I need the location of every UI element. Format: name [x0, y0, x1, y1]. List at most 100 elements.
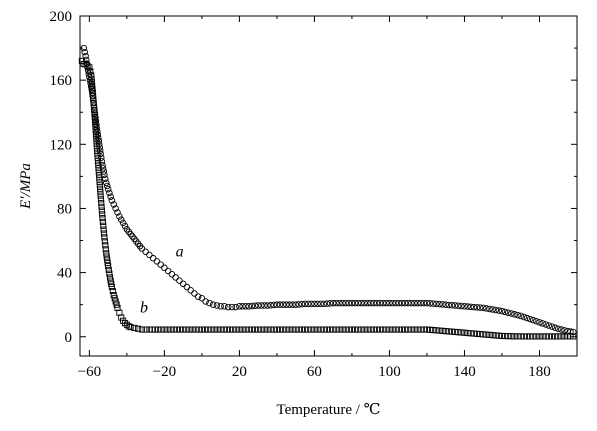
data-point-b [96, 178, 103, 185]
data-point-b [109, 287, 116, 295]
data-point-b [113, 301, 120, 308]
data-point-b [92, 127, 99, 134]
y-axis-ticks: 0 40 80 120 160 200 [50, 9, 577, 346]
annotation-a: a [176, 244, 184, 261]
data-point-a [232, 303, 239, 311]
data-point-a [311, 300, 318, 308]
series-a [80, 44, 577, 336]
data-point-b [158, 326, 165, 333]
data-point-a [283, 301, 290, 308]
data-point-b [267, 326, 274, 333]
data-point-b [99, 218, 106, 225]
data-point-a [504, 309, 512, 316]
data-point-a [333, 299, 340, 307]
data-point-b [373, 326, 380, 333]
data-point-b [94, 154, 101, 161]
data-point-b [89, 82, 96, 89]
data-point-a [106, 189, 113, 197]
data-point-b [173, 326, 180, 333]
data-point-b [110, 292, 117, 299]
data-point-a [442, 301, 449, 308]
data-point-b [93, 137, 100, 144]
data-point-a [298, 300, 306, 308]
data-point-a [383, 299, 390, 307]
data-point-a [157, 261, 164, 268]
data-point-b [103, 253, 110, 260]
data-point-a [81, 48, 88, 56]
data-point-b [112, 298, 119, 305]
data-point-b [138, 326, 145, 333]
data-point-b [226, 326, 234, 333]
data-point-b [95, 161, 102, 168]
data-point-b [90, 103, 97, 110]
data-point-b [461, 329, 468, 336]
data-point-b [90, 96, 97, 103]
data-point-b [336, 326, 343, 333]
data-point-b [364, 326, 371, 333]
data-point-a [545, 322, 553, 329]
data-point-b [261, 326, 268, 333]
data-point-b [402, 326, 409, 333]
data-point-a [329, 299, 337, 307]
data-point-a [279, 301, 287, 308]
data-point-b [323, 326, 330, 333]
data-point-a [317, 300, 324, 308]
data-point-b [223, 326, 230, 333]
data-point-a [103, 182, 111, 190]
data-point-b [255, 326, 262, 333]
data-point-b [105, 266, 112, 273]
data-point-a [183, 283, 191, 291]
data-point-b [214, 326, 221, 333]
data-point-b [473, 330, 481, 337]
data-point-a [479, 304, 487, 312]
data-point-a [539, 320, 546, 327]
data-point-b [189, 326, 196, 333]
data-point-b [264, 326, 271, 333]
data-point-b [91, 110, 98, 117]
data-point-b [96, 175, 103, 182]
data-point-a [264, 302, 271, 309]
data-point-b [377, 326, 384, 333]
data-point-b [339, 326, 346, 333]
data-point-b [167, 326, 174, 333]
data-point-a [533, 318, 540, 325]
data-point-b [91, 113, 98, 120]
data-point-b [89, 89, 96, 96]
data-point-b [314, 326, 321, 333]
data-point-b [118, 314, 125, 321]
data-point-b [483, 331, 490, 338]
data-point-b [100, 230, 108, 237]
data-point-b [517, 333, 524, 340]
data-point-a [258, 302, 265, 309]
data-point-a [194, 293, 202, 300]
data-point-b [295, 326, 302, 333]
data-point-a [404, 299, 412, 307]
data-point-b [170, 326, 177, 333]
data-point-a [149, 254, 157, 262]
data-point-a [395, 299, 403, 307]
data-point-a [473, 304, 481, 311]
data-point-b [333, 326, 340, 333]
data-point-b [245, 326, 252, 333]
data-point-b [308, 326, 315, 333]
data-point-b [552, 333, 559, 340]
data-point-b [542, 333, 549, 340]
data-point-a [116, 213, 123, 220]
data-point-b [311, 326, 318, 333]
data-point-b [514, 333, 521, 340]
data-point-b [131, 324, 138, 331]
data-point-b [370, 326, 377, 333]
data-point-a [267, 301, 274, 309]
data-point-a [164, 267, 172, 275]
data-point-b [99, 211, 106, 218]
data-point-b [536, 333, 543, 340]
data-point-a [523, 314, 531, 322]
data-point-b [480, 331, 487, 338]
data-point-a [248, 302, 256, 310]
data-point-a [187, 286, 194, 294]
data-point-b [106, 270, 113, 277]
y-tick-label: 40 [57, 266, 72, 282]
data-point-a [367, 299, 374, 307]
data-point-b [186, 326, 193, 333]
